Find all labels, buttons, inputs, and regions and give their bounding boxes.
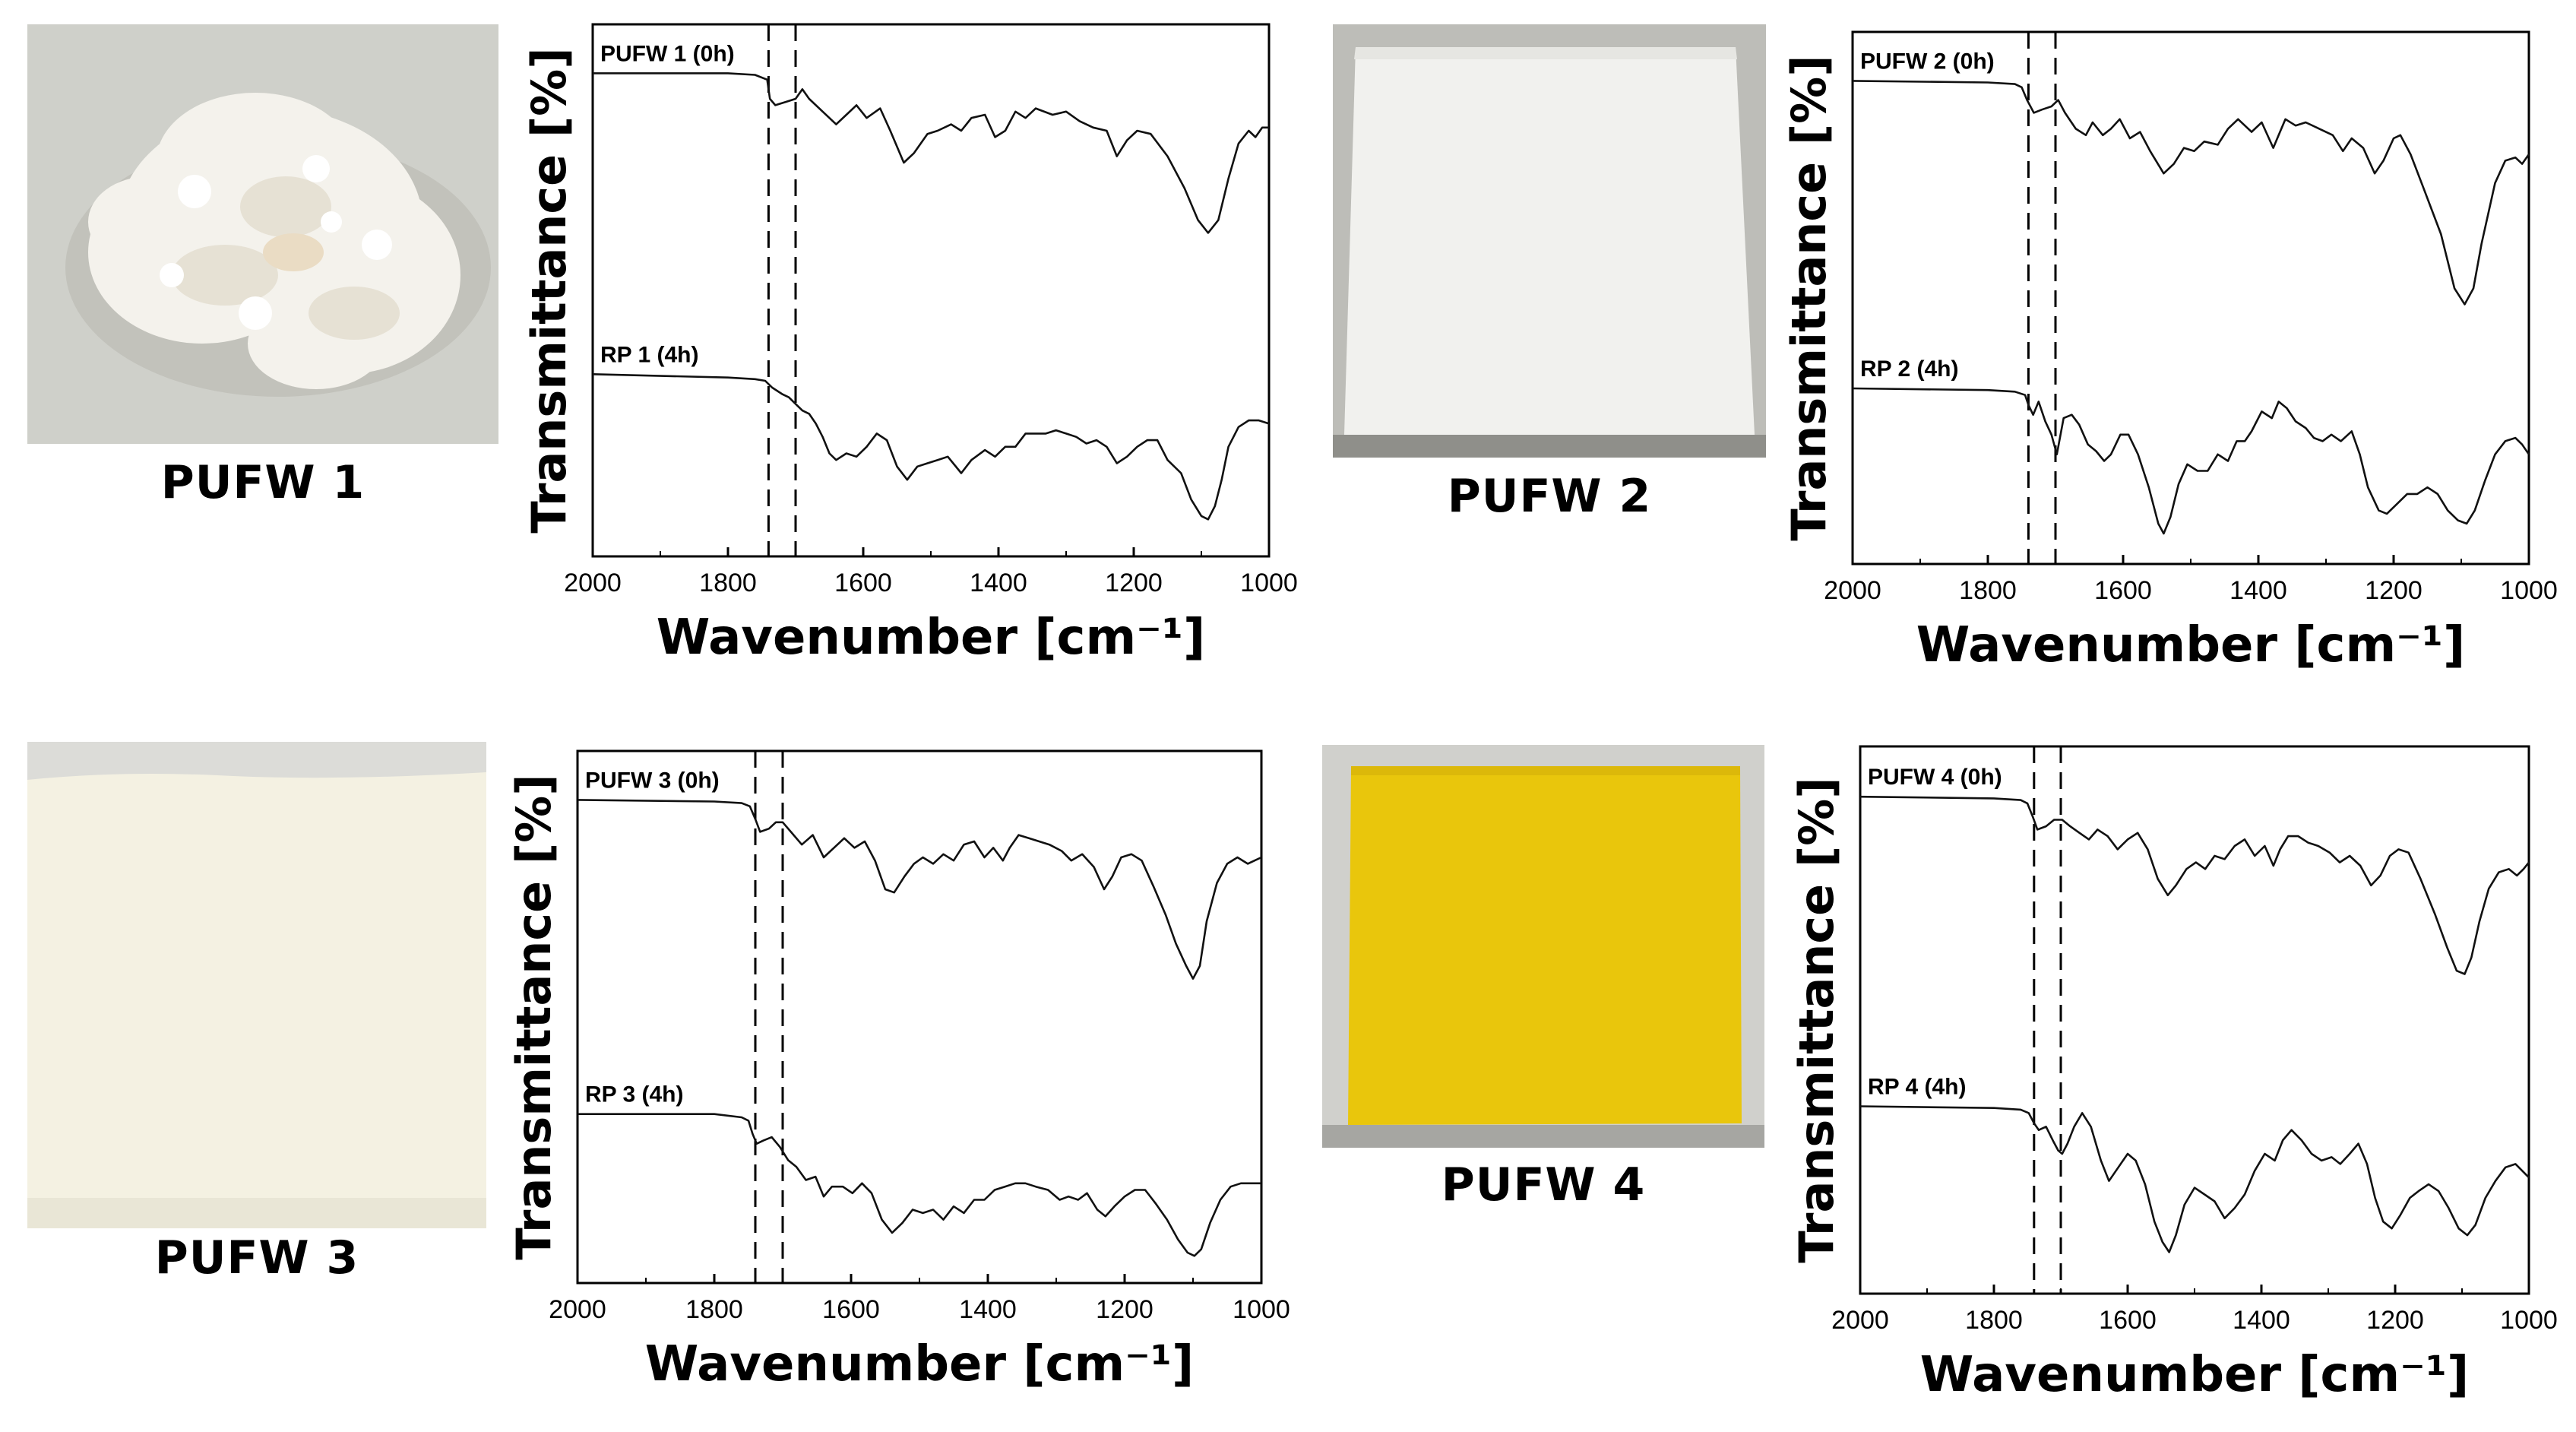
- x-tick-label: 2000: [1831, 1306, 1889, 1335]
- x-axis-label: Wavenumber [cm⁻¹]: [645, 1336, 1194, 1392]
- x-tick-label: 1200: [2366, 1306, 2424, 1335]
- spectrum-line: [1859, 795, 2530, 975]
- sample-label: PUFW 2: [1447, 470, 1652, 523]
- ftir-plot-svg: 2000 1800 1600 1400 1200 1000 PUFW 2 (0h) RP 2 …: [1781, 30, 2558, 673]
- x-tick-label: 1800: [1959, 576, 2017, 605]
- spectrum-line: [578, 1113, 1261, 1257]
- x-tick-label: 1200: [2365, 576, 2423, 605]
- spectrum-line: [1859, 1105, 2530, 1253]
- x-tick-label: 2000: [1824, 576, 1881, 605]
- plot-frame: [1859, 745, 2530, 1295]
- series-label: RP 3 (4h): [585, 1082, 683, 1107]
- x-tick-label: 1600: [822, 1295, 880, 1324]
- y-axis-label: Transmittance [%]: [1781, 55, 1837, 540]
- plot-frame: [1851, 30, 2530, 566]
- x-tick-label: 1800: [1965, 1306, 2023, 1335]
- x-axis-label: Wavenumber [cm⁻¹]: [1916, 617, 2465, 673]
- series-label: RP 4 (4h): [1868, 1074, 1966, 1099]
- sample-photo-pufw-3: [27, 742, 486, 1228]
- spectrum-line: [593, 72, 1269, 234]
- x-tick-label: 1800: [699, 569, 757, 597]
- x-tick-label: 1800: [685, 1295, 743, 1324]
- ftir-chart-2: 2000 1800 1600 1400 1200 1000 PUFW 2 (0h) RP 2 …: [1769, 17, 2576, 701]
- series-label: RP 2 (4h): [1860, 356, 1958, 382]
- x-tick-label: 1000: [1233, 1295, 1290, 1324]
- sample-photo-pufw-4: [1322, 745, 1764, 1148]
- x-tick-label: 1000: [1240, 569, 1298, 597]
- x-tick-label: 1000: [2500, 1306, 2558, 1335]
- ftir-plot-svg: 2000 1800 1600 1400 1200 1000 PUFW 3 (0h) RP 3 …: [506, 749, 1290, 1392]
- x-axis-label: Wavenumber [cm⁻¹]: [1920, 1347, 2469, 1403]
- x-tick-label: 2000: [549, 1295, 606, 1324]
- spectrum-line: [577, 799, 1262, 980]
- plot-frame: [576, 749, 1263, 1285]
- x-tick-label: 1400: [2229, 576, 2287, 605]
- series-label: RP 1 (4h): [600, 342, 698, 367]
- y-axis-label: Transmittance [%]: [506, 774, 562, 1259]
- x-tick-label: 1400: [959, 1295, 1017, 1324]
- ftir-plot-svg: 2000 1800 1600 1400 1200 1000 PUFW 4 (0h) RP 4 …: [1789, 745, 2558, 1403]
- series-label: PUFW 2 (0h): [1860, 49, 1995, 74]
- series-label: PUFW 4 (0h): [1868, 765, 2002, 790]
- spectrum-line: [1852, 387, 2530, 535]
- x-tick-label: 1000: [2500, 576, 2558, 605]
- x-tick-label: 1400: [2233, 1306, 2290, 1335]
- spectrum-line: [1852, 80, 2530, 306]
- ftir-plot-svg: 2000 1800 1600 1400 1200 1000 PUFW 1 (0h) RP 1 …: [521, 23, 1298, 666]
- x-tick-label: 1400: [970, 569, 1027, 597]
- y-axis-label: Transmittance [%]: [521, 47, 577, 533]
- x-tick-label: 1200: [1096, 1295, 1154, 1324]
- x-tick-label: 1600: [2099, 1306, 2157, 1335]
- ftir-chart-4: 2000 1800 1600 1400 1200 1000 PUFW 4 (0h) RP 4 …: [1769, 731, 2576, 1415]
- series-label: PUFW 1 (0h): [600, 41, 735, 66]
- sample-label: PUFW 4: [1441, 1158, 1646, 1212]
- x-tick-label: 2000: [564, 569, 622, 597]
- sample-label: PUFW 1: [160, 456, 366, 509]
- ftir-chart-3: 2000 1800 1600 1400 1200 1000 PUFW 3 (0h) RP 3 …: [494, 736, 1330, 1420]
- plot-frame: [591, 23, 1271, 558]
- sample-label: PUFW 3: [154, 1231, 359, 1285]
- ftir-chart-1: 2000 1800 1600 1400 1200 1000 PUFW 1 (0h) RP 1 …: [502, 11, 1322, 695]
- sample-photo-pufw-2: [1333, 24, 1766, 458]
- spectrum-line: [592, 373, 1270, 521]
- x-axis-label: Wavenumber [cm⁻¹]: [657, 610, 1205, 666]
- x-tick-label: 1600: [834, 569, 892, 597]
- y-axis-label: Transmittance [%]: [1789, 777, 1844, 1263]
- sample-photo-pufw-1: [27, 24, 498, 444]
- x-tick-label: 1200: [1105, 569, 1163, 597]
- series-label: PUFW 3 (0h): [585, 768, 720, 793]
- x-tick-label: 1600: [2094, 576, 2152, 605]
